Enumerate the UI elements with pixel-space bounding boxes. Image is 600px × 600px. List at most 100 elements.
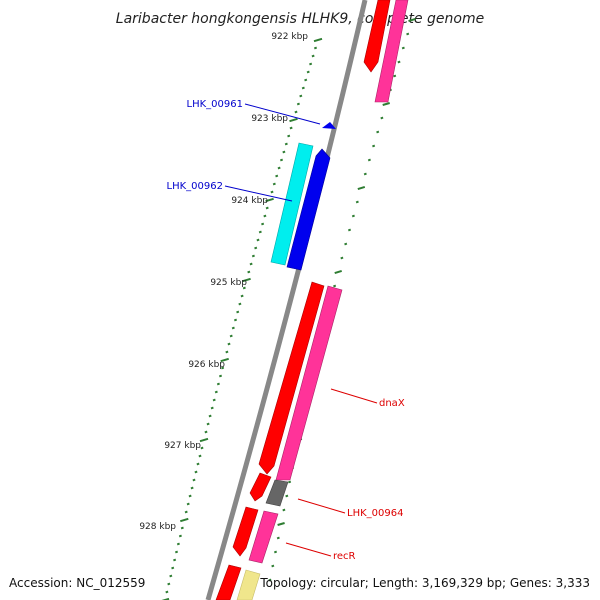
ruler-major-tick xyxy=(242,277,251,283)
ruler-minor-tick xyxy=(299,94,303,98)
ruler-minor-tick xyxy=(249,262,253,266)
ruler-minor-tick xyxy=(240,294,244,298)
ruler-major-tick xyxy=(265,197,274,203)
accession-text: Accession: NC_012559 xyxy=(9,576,145,590)
ruler-minor-tick xyxy=(309,62,313,66)
inner-minor-tick xyxy=(367,158,371,162)
inner-minor-tick xyxy=(355,200,359,204)
gene-lhk-00964-grey[interactable] xyxy=(265,479,289,507)
ruler-label-927: 927 kbp xyxy=(164,441,201,451)
ruler-minor-tick xyxy=(311,54,315,58)
inner-minor-tick xyxy=(285,494,289,498)
ruler-minor-tick xyxy=(242,286,246,290)
gene-dnax-red[interactable] xyxy=(258,281,325,475)
inner-major-tick xyxy=(277,522,285,526)
ruler-minor-tick xyxy=(296,102,300,106)
inner-minor-tick xyxy=(282,508,286,512)
ruler-minor-tick xyxy=(287,134,291,138)
ruler-minor-tick xyxy=(180,526,184,530)
gene-top-pink[interactable] xyxy=(374,0,409,103)
ruler-major-tick xyxy=(220,357,229,363)
ruler-label-926: 926 kbp xyxy=(188,360,225,370)
ruler-minor-tick xyxy=(171,566,175,570)
ruler-minor-tick xyxy=(231,326,235,330)
ruler-minor-tick xyxy=(313,46,318,50)
ruler-minor-tick xyxy=(204,430,208,434)
ruler-major-tick xyxy=(161,597,170,600)
inner-minor-tick xyxy=(273,550,278,554)
inner-major-tick xyxy=(357,185,366,191)
leader-line-lhk-00964 xyxy=(297,498,346,514)
inner-major-tick xyxy=(408,17,416,23)
inner-minor-tick xyxy=(288,480,292,484)
gene-bottom-yellow[interactable] xyxy=(236,569,261,600)
leader-line-recr xyxy=(285,542,332,557)
inner-minor-tick xyxy=(372,144,376,148)
ruler-minor-tick xyxy=(279,158,284,162)
ruler-minor-tick xyxy=(236,310,240,314)
gene-lhk-00961[interactable] xyxy=(322,122,336,129)
ruler-minor-tick xyxy=(256,238,260,242)
ruler-minor-tick xyxy=(194,470,198,474)
ruler-minor-tick xyxy=(206,422,210,426)
ruler-minor-tick xyxy=(284,142,288,146)
gene-label-lhk-00961[interactable]: LHK_00961 xyxy=(187,99,243,110)
ruler-minor-tick xyxy=(169,574,173,578)
ruler-minor-tick xyxy=(173,558,177,562)
inner-minor-tick xyxy=(393,74,397,78)
inner-minor-tick xyxy=(276,536,280,540)
ruler-label-928: 928 kbp xyxy=(139,522,176,532)
ruler-minor-tick xyxy=(227,342,231,346)
ruler-minor-tick xyxy=(165,590,169,594)
gene-lhk-00962-cyan[interactable] xyxy=(270,142,314,266)
gene-label-recr[interactable]: recR xyxy=(333,551,356,562)
gene-lhk-00964-red[interactable] xyxy=(249,472,272,502)
ruler-minor-tick xyxy=(275,174,279,178)
gene-lhk-00962-blue[interactable] xyxy=(286,148,331,271)
ruler-minor-tick xyxy=(233,318,238,322)
gene-top-red[interactable] xyxy=(363,0,391,73)
ruler-minor-tick xyxy=(301,86,305,90)
ruler-minor-tick xyxy=(178,534,182,538)
ruler-minor-tick xyxy=(238,302,242,306)
ruler-label-924: 924 kbp xyxy=(231,196,268,206)
ruler-minor-tick xyxy=(289,126,293,130)
ruler-minor-tick xyxy=(261,222,265,226)
leader-line-lhk-00961 xyxy=(244,103,321,125)
ruler-minor-tick xyxy=(247,270,251,274)
gene-label-dnax[interactable]: dnaX xyxy=(379,398,405,409)
ruler-major-tick xyxy=(199,437,209,443)
inner-minor-tick xyxy=(347,228,352,232)
ruler-minor-tick xyxy=(225,350,229,354)
ruler-major-tick xyxy=(180,517,189,523)
ruler-minor-tick xyxy=(192,478,196,482)
gene-label-lhk-00962[interactable]: LHK_00962 xyxy=(167,181,223,192)
ruler-minor-tick xyxy=(167,582,171,586)
inner-minor-tick xyxy=(401,46,405,50)
ruler-major-tick xyxy=(313,37,323,43)
gene-recr-red[interactable] xyxy=(232,506,259,557)
ruler-minor-tick xyxy=(184,510,188,514)
inner-minor-tick xyxy=(351,214,355,218)
ruler-minor-tick xyxy=(251,254,255,258)
ruler-minor-tick xyxy=(263,214,267,218)
ruler-minor-tick xyxy=(210,406,214,410)
ruler-label-923: 923 kbp xyxy=(251,114,288,124)
ruler-major-tick xyxy=(289,117,298,123)
ruler-minor-tick xyxy=(174,550,179,554)
ruler-minor-tick xyxy=(200,446,204,450)
gene-dnax-pink[interactable] xyxy=(275,285,343,481)
ruler-minor-tick xyxy=(258,230,262,234)
ruler-label-922: 922 kbp xyxy=(271,32,308,42)
ruler-minor-tick xyxy=(186,502,190,506)
gene-recr-pink[interactable] xyxy=(248,510,279,564)
gene-label-lhk-00964[interactable]: LHK_00964 xyxy=(347,508,403,519)
gene-bottom-red[interactable] xyxy=(215,564,242,600)
inner-major-tick xyxy=(334,269,342,275)
ruler-minor-tick xyxy=(294,110,298,114)
ruler-minor-tick xyxy=(212,398,216,402)
ruler-minor-tick xyxy=(306,70,310,74)
ruler-minor-tick xyxy=(229,334,233,338)
ruler-minor-tick xyxy=(265,206,269,210)
genome-backbone xyxy=(205,0,368,600)
